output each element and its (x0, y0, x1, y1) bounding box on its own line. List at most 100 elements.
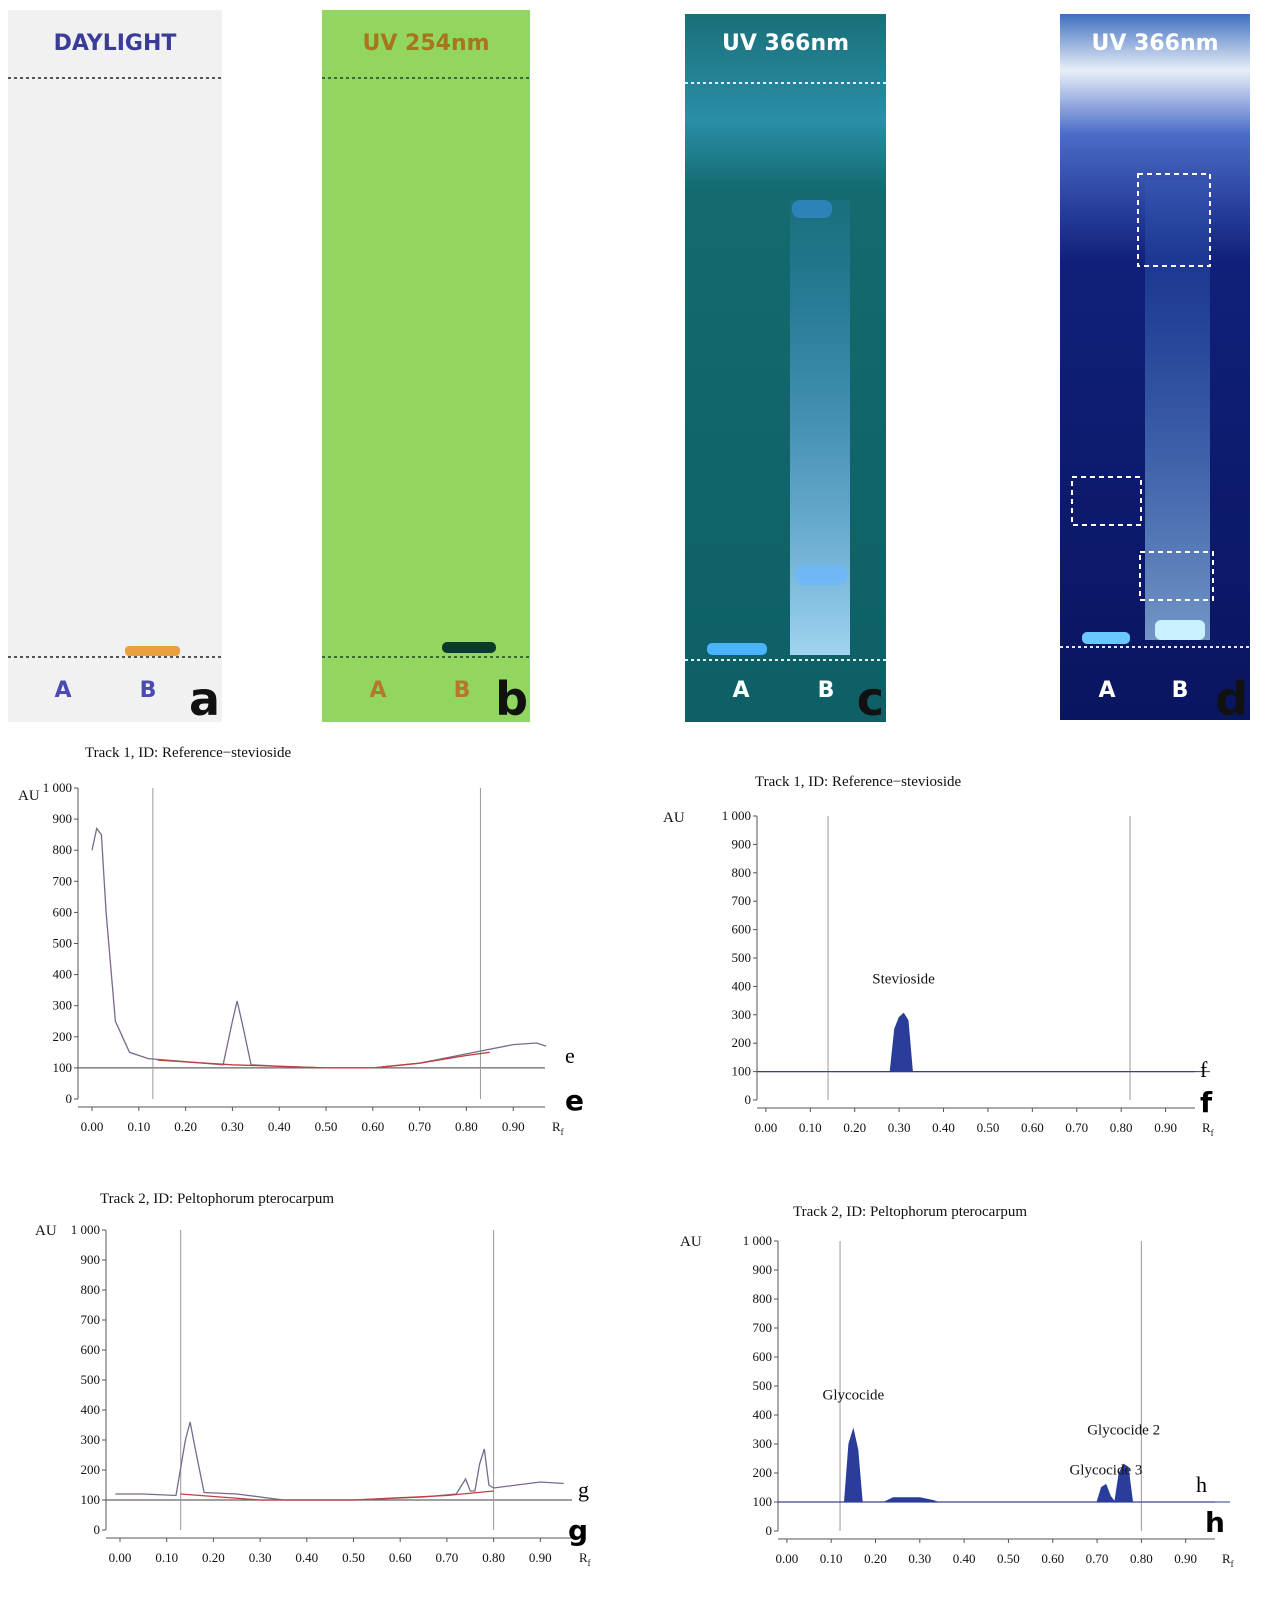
trace-area (778, 1430, 1230, 1503)
y-tick-label: 0 (94, 1522, 101, 1537)
x-tick-label: 0.00 (109, 1550, 132, 1565)
x-tick-label: 0.90 (1154, 1120, 1177, 1135)
panel-label: f (1200, 1057, 1208, 1082)
x-tick-label: 0.10 (799, 1120, 822, 1135)
spot (442, 642, 496, 653)
y-tick-label: 600 (81, 1342, 101, 1357)
trace (115, 1422, 563, 1500)
x-axis-label-sub: f (588, 1558, 591, 1568)
panel-label: f (1200, 1086, 1213, 1119)
x-axis-label: Rf (579, 1550, 591, 1568)
x-axis-label-sub: f (1211, 1128, 1214, 1138)
y-tick-label: 500 (53, 936, 73, 951)
y-tick-label: 800 (81, 1282, 101, 1297)
spot (1082, 632, 1130, 644)
panel-label: a (189, 672, 220, 726)
chart-title: Track 2, ID: Peltophorum pterocarpum (793, 1204, 1027, 1220)
figure: DAYLIGHTABaUV 254nmABbUV 366nmABcUV 366n… (0, 0, 1285, 1612)
y-tick-label: 700 (753, 1320, 773, 1335)
x-tick-label: 0.50 (342, 1550, 365, 1565)
x-tick-label: 0.90 (502, 1119, 525, 1134)
x-tick-label: 0.60 (389, 1550, 412, 1565)
peak-label: Glycocide 2 (1087, 1422, 1160, 1438)
spot (795, 565, 847, 585)
chart-title: Track 1, ID: Reference−stevioside (755, 774, 962, 790)
panel-label: g (568, 1514, 588, 1547)
x-tick-label: 0.20 (202, 1550, 225, 1565)
peak-label: Glycocide (823, 1388, 885, 1404)
x-tick-label: 0.50 (315, 1119, 338, 1134)
y-tick-label: 500 (753, 1378, 773, 1393)
x-tick-label: 0.40 (932, 1120, 955, 1135)
x-tick-label: 0.00 (81, 1119, 104, 1134)
lane-label: A (732, 678, 749, 703)
y-tick-label: 400 (732, 978, 752, 993)
x-tick-label: 0.80 (455, 1119, 478, 1134)
x-tick-label: 0.10 (820, 1551, 843, 1566)
chart-title: Track 2, ID: Peltophorum pterocarpum (100, 1191, 334, 1207)
x-axis-label-sub: f (561, 1127, 564, 1137)
peak-label: Glycocide 3 (1069, 1463, 1142, 1479)
y-tick-label: 500 (732, 950, 752, 965)
spot (125, 646, 180, 656)
x-tick-label: 0.20 (174, 1119, 197, 1134)
y-tick-label: 0 (745, 1092, 752, 1107)
y-tick-label: 600 (732, 922, 752, 937)
y-tick-label: 900 (53, 811, 73, 826)
y-tick-label: 400 (753, 1407, 773, 1422)
spot (707, 643, 767, 655)
plate-title: UV 254nm (362, 31, 489, 56)
x-tick-label: 0.80 (482, 1550, 505, 1565)
x-tick-label: 0.30 (888, 1120, 911, 1135)
x-tick-label: 0.30 (249, 1550, 272, 1565)
panel-label: g (578, 1477, 589, 1502)
y-tick-label: 200 (53, 1029, 73, 1044)
lane-glow (790, 200, 850, 655)
spot (1155, 620, 1205, 640)
x-tick-label: 0.20 (843, 1120, 866, 1135)
y-tick-label: 900 (81, 1252, 101, 1267)
y-tick-label: 600 (753, 1349, 773, 1364)
trace-area (757, 1013, 1210, 1071)
plate (685, 14, 886, 722)
lane-label: B (140, 678, 157, 703)
densitogram: Track 2, ID: Peltophorum pterocarpumAU01… (680, 1204, 1234, 1569)
y-tick-label: 0 (766, 1523, 773, 1538)
y-axis-label: AU (35, 1223, 57, 1239)
y-axis-label: AU (663, 810, 685, 826)
lane-label: B (1172, 678, 1189, 703)
densitogram: Track 1, ID: Reference−steviosideAU01002… (18, 745, 584, 1137)
plate (322, 10, 530, 722)
x-tick-label: 0.90 (1174, 1551, 1197, 1566)
y-tick-label: 1 000 (722, 808, 751, 823)
lane-label: B (454, 678, 471, 703)
x-tick-label: 0.00 (775, 1551, 798, 1566)
plate-title: DAYLIGHT (54, 31, 177, 56)
y-tick-label: 200 (732, 1035, 752, 1050)
y-tick-label: 400 (53, 967, 73, 982)
chart-title: Track 1, ID: Reference−stevioside (85, 745, 292, 761)
y-tick-label: 100 (753, 1494, 773, 1509)
x-axis-label-main: R (579, 1550, 588, 1565)
x-axis-label-main: R (552, 1119, 561, 1134)
x-tick-label: 0.30 (221, 1119, 244, 1134)
y-tick-label: 1 000 (43, 780, 72, 795)
panel-label: b (495, 672, 528, 726)
y-tick-label: 0 (66, 1091, 73, 1106)
y-tick-label: 1 000 (743, 1233, 772, 1248)
x-tick-label: 0.40 (953, 1551, 976, 1566)
spot (792, 200, 832, 218)
plate-title: UV 366nm (1091, 31, 1218, 56)
y-tick-label: 200 (753, 1465, 773, 1480)
y-tick-label: 600 (53, 904, 73, 919)
x-tick-label: 0.70 (436, 1550, 459, 1565)
x-tick-label: 0.50 (997, 1551, 1020, 1566)
lane-label: A (1098, 678, 1115, 703)
trace (158, 1052, 490, 1068)
x-tick-label: 0.50 (977, 1120, 1000, 1135)
y-tick-label: 900 (753, 1262, 773, 1277)
panel-label: e (565, 1084, 584, 1117)
y-axis-label: AU (18, 788, 40, 804)
densitogram: Track 1, ID: Reference−steviosideAU01002… (663, 774, 1214, 1138)
y-tick-label: 500 (81, 1372, 101, 1387)
